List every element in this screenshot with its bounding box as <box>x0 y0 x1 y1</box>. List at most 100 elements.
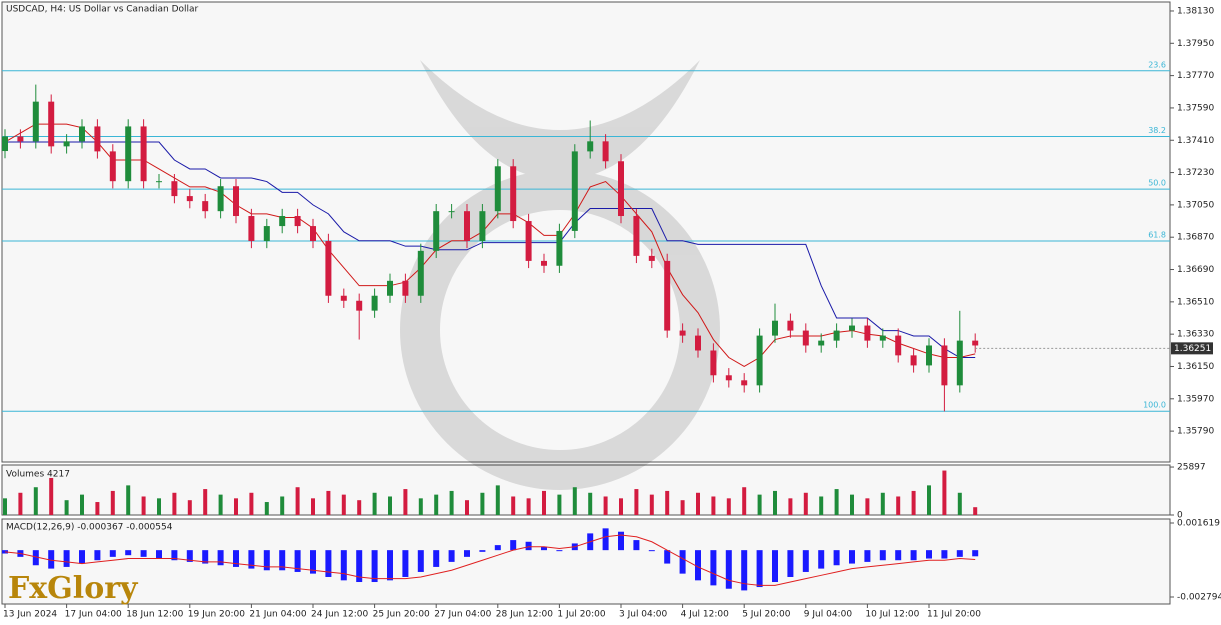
macd-bar <box>387 550 393 581</box>
volume-bar <box>773 490 777 515</box>
candle-body <box>63 141 70 147</box>
macd-bar <box>510 540 517 551</box>
macd-bar <box>310 550 316 574</box>
volume-bar <box>311 498 315 515</box>
candle-body <box>371 295 378 311</box>
macd-bar <box>618 531 624 551</box>
macd-bar <box>479 550 486 552</box>
volume-bar <box>757 494 762 515</box>
volume-bar <box>187 500 192 515</box>
volume-bar <box>218 494 223 515</box>
macd-bar <box>710 550 717 586</box>
x-tick-label: 18 Jun 12:00 <box>126 610 183 620</box>
macd-bar <box>725 550 732 589</box>
fib-label: 100.0 <box>1143 401 1166 410</box>
volume-bar <box>696 492 700 515</box>
y-tick-label: 1.36870 <box>1177 233 1214 243</box>
x-tick-label: 17 Jun 04:00 <box>65 610 122 620</box>
candle-body <box>310 226 316 241</box>
candle-body <box>32 101 39 142</box>
macd-bar <box>48 550 55 569</box>
volume-bar <box>49 477 54 515</box>
candle-body <box>525 221 532 261</box>
volume-bar <box>911 490 916 515</box>
volume-bar <box>634 489 639 515</box>
candle-body <box>756 335 763 386</box>
volume-bar <box>234 498 238 515</box>
volume-bar <box>3 498 7 515</box>
volume-bar <box>434 494 439 515</box>
volume-bar <box>372 492 377 515</box>
volume-bar <box>680 500 685 515</box>
macd-bar <box>926 550 932 559</box>
volume-bar <box>865 498 870 515</box>
indicator-line <box>4 123 976 368</box>
macd-bar <box>202 550 209 564</box>
macd-signal <box>4 534 976 586</box>
macd-bar <box>879 550 886 561</box>
volume-bar <box>603 496 608 515</box>
candle-body <box>140 126 147 182</box>
x-tick-label: 19 Jun 20:00 <box>188 610 245 620</box>
candle-body <box>879 335 886 341</box>
macd-bar <box>756 550 763 588</box>
logo: FxGlory <box>8 571 139 606</box>
macd-tick-label: -0.002794 <box>1177 593 1221 603</box>
volume-bar <box>803 492 808 515</box>
macd-panel <box>1 518 1171 605</box>
volume-bar <box>280 496 285 515</box>
candle-body <box>340 295 347 301</box>
x-tick-label: 28 Jun 12:00 <box>496 610 553 620</box>
x-tick-label: 24 Jun 12:00 <box>311 610 368 620</box>
candle-body <box>818 340 825 346</box>
volume-bar <box>896 496 901 515</box>
macd-bar <box>541 546 547 551</box>
y-tick-label: 1.38130 <box>1177 6 1214 16</box>
last-price-label: 1.36251 <box>1174 344 1211 354</box>
volume-bar <box>418 498 423 515</box>
candle-body <box>217 186 224 212</box>
volume-bar <box>788 498 793 515</box>
candle-body <box>772 320 778 336</box>
candle-body <box>541 260 547 266</box>
macd-bar <box>248 550 255 569</box>
volume-bar <box>619 498 623 515</box>
candle-body <box>664 260 671 331</box>
x-tick-label: 25 Jun 20:00 <box>373 610 430 620</box>
macd-bar <box>772 550 778 583</box>
volume-bar <box>249 492 254 515</box>
x-tick-label: 1 Jul 20:00 <box>557 610 606 620</box>
x-tick-label: 13 Jun 2024 <box>3 610 57 620</box>
x-tick-label: 21 Jun 04:00 <box>249 610 306 620</box>
y-tick-label: 1.37230 <box>1177 168 1214 178</box>
volume-bar <box>64 500 69 515</box>
candle-body <box>48 101 55 147</box>
candle-body <box>263 226 270 241</box>
candle-body <box>618 161 624 217</box>
macd-bar <box>32 550 39 566</box>
candle-body <box>864 325 871 341</box>
candle-body <box>956 340 963 386</box>
macd-bar <box>63 550 70 567</box>
volume-bar <box>295 487 300 515</box>
macd-bar <box>417 550 424 572</box>
volume-bar <box>110 490 115 515</box>
volume-bar <box>526 498 531 515</box>
candle-body <box>571 151 578 231</box>
macd-bar <box>818 550 825 569</box>
macd-bar <box>464 550 470 557</box>
macd-bar <box>602 528 609 551</box>
y-tick-label: 1.37770 <box>1177 71 1214 81</box>
volume-bar <box>18 492 23 515</box>
candle-body <box>233 186 239 217</box>
volume-bar <box>572 487 577 515</box>
volume-bar <box>326 490 331 515</box>
volume-bar <box>542 490 546 515</box>
candle-body <box>833 330 840 341</box>
candle-body <box>79 126 85 142</box>
macd-bar <box>833 550 840 566</box>
macd-bar <box>849 550 855 564</box>
macd-bar <box>433 550 440 567</box>
candle-body <box>464 211 470 241</box>
